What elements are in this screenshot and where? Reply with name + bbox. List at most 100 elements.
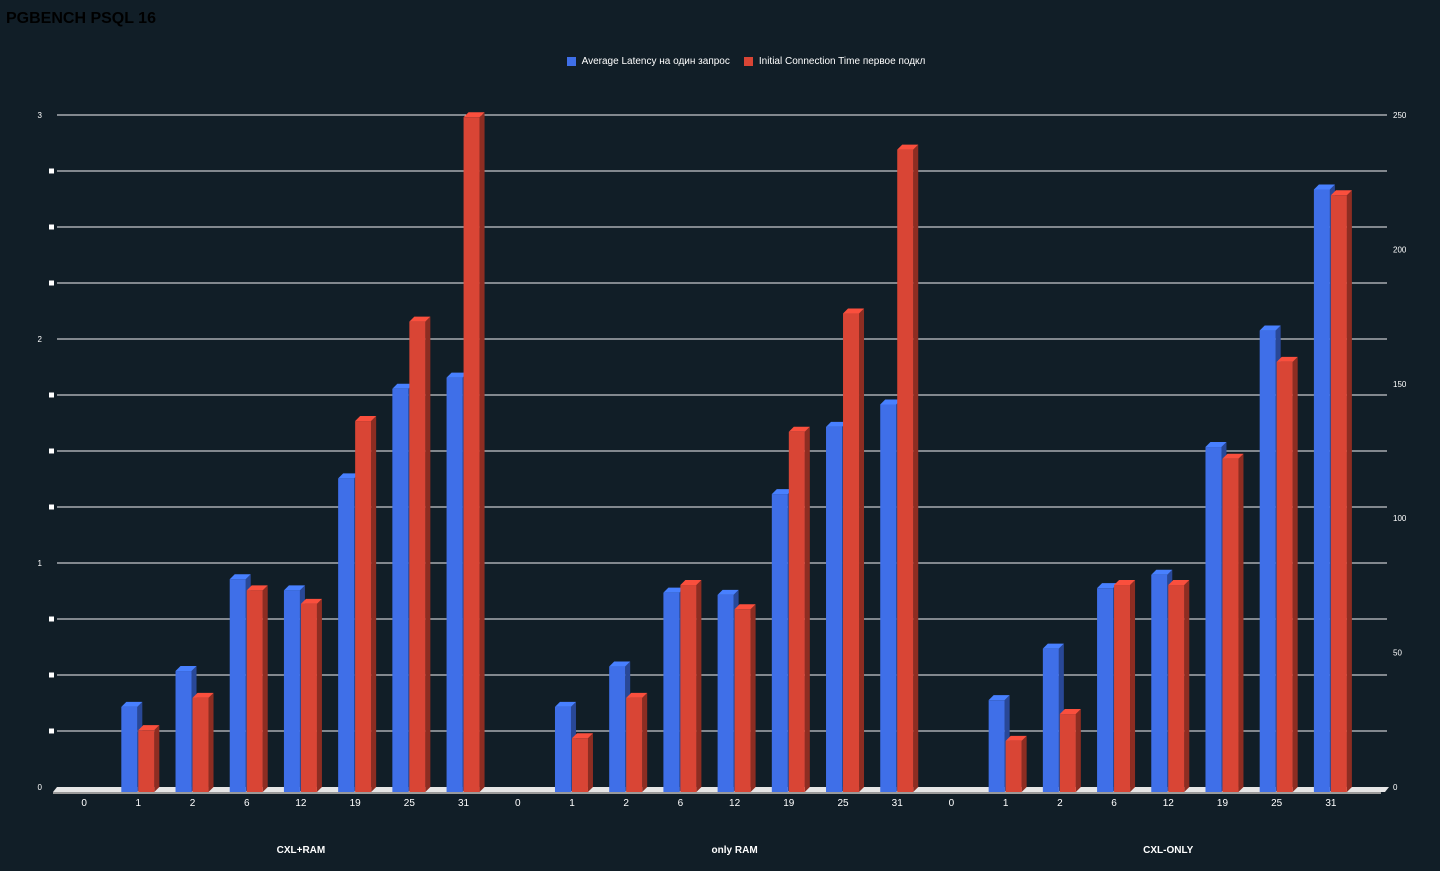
bar-connection-time-side: [1130, 580, 1136, 792]
bar-connection-time: [246, 590, 263, 792]
bar-latency: [771, 494, 788, 792]
bar-connection-time: [409, 321, 426, 792]
bar-latency-top: [283, 585, 305, 591]
left-axis-tick-label: 0: [38, 783, 43, 792]
right-axis-tick-label: 200: [1393, 245, 1407, 254]
bar-latency: [717, 594, 734, 792]
left-axis-minor-tick: [49, 504, 54, 510]
bar-connection-time: [300, 603, 317, 792]
bar-latency: [1042, 648, 1059, 792]
bar-connection-time-top: [680, 580, 702, 586]
right-axis-tick-label: 0: [1393, 783, 1398, 792]
bar-connection-time-side: [1292, 356, 1298, 792]
bar-connection-time-side: [913, 144, 919, 792]
bar-connection-time-side: [696, 580, 702, 792]
x-tick-label: 19: [350, 798, 362, 809]
x-tick-label: 12: [729, 798, 741, 809]
bar-latency-top: [554, 701, 576, 707]
chart-title: PGBENCH PSQL 16: [6, 10, 156, 27]
left-axis-minor-tick: [49, 672, 54, 678]
x-tick-label: 19: [1217, 798, 1229, 809]
right-axis-tick-label: 50: [1393, 649, 1402, 658]
bar-connection-time: [734, 609, 751, 792]
bar-latency: [1151, 574, 1168, 792]
bar-latency-top: [1151, 569, 1173, 575]
bar-connection-time-side: [262, 585, 268, 792]
left-axis-tick-label: 3: [38, 111, 43, 120]
bar-connection-time-top: [246, 585, 268, 591]
bar-connection-time: [1168, 585, 1185, 792]
bar-connection-time-top: [734, 604, 756, 610]
bar-latency-top: [826, 421, 848, 427]
bar-connection-time: [138, 730, 155, 792]
bar-latency: [880, 404, 897, 792]
bar-connection-time: [1005, 740, 1022, 792]
bar-connection-time: [355, 421, 372, 792]
bar-latency: [392, 388, 409, 792]
bar-latency-top: [1313, 184, 1335, 190]
right-axis-tick-label: 150: [1393, 380, 1407, 389]
bar-latency-top: [771, 489, 793, 495]
left-axis-minor-tick: [49, 280, 54, 286]
bar-connection-time: [1059, 714, 1076, 792]
bar-connection-time: [1222, 458, 1239, 792]
bar-latency: [229, 579, 246, 792]
x-tick-label: 1: [136, 798, 142, 809]
x-tick-label: 0: [949, 798, 955, 809]
legend-item-connection-time: Initial Connection Time первое подкл: [743, 56, 925, 67]
bar-connection-time-top: [1168, 580, 1190, 586]
bar-connection-time-side: [479, 112, 485, 792]
bar-latency: [446, 377, 463, 792]
bar-latency-top: [880, 399, 902, 405]
bar-connection-time-top: [409, 316, 431, 322]
left-axis-minor-tick: [49, 392, 54, 398]
bar-latency: [1205, 447, 1222, 792]
chart-floor-edge: [53, 792, 1381, 794]
bar-connection-time-side: [154, 725, 160, 792]
left-axis-minor-tick: [49, 616, 54, 622]
bar-connection-time-side: [587, 733, 593, 792]
bar-latency-top: [121, 701, 143, 707]
bar-connection-time-side: [642, 692, 648, 792]
bar-connection-time-side: [750, 604, 756, 792]
x-tick-label: 6: [244, 798, 250, 809]
bar-latency-top: [446, 372, 468, 378]
legend-label-latency: Average Latency на один запрос: [581, 56, 730, 67]
bar-latency-top: [1259, 325, 1281, 331]
bar-latency-top: [1205, 442, 1227, 448]
bar-connection-time-top: [1005, 735, 1027, 741]
bar-connection-time-side: [804, 426, 810, 792]
bar-latency-top: [609, 661, 631, 667]
bar-connection-time: [1330, 195, 1347, 792]
bar-connection-time-top: [897, 144, 919, 150]
left-axis-tick-label: 2: [38, 335, 43, 344]
left-axis-tick-label: 1: [38, 559, 43, 568]
bar-connection-time-side: [1075, 709, 1081, 792]
bar-connection-time-side: [316, 598, 322, 792]
bar-latency-top: [988, 695, 1010, 701]
bar-connection-time: [463, 117, 480, 792]
left-axis-minor-tick: [49, 224, 54, 230]
bar-connection-time-top: [138, 725, 160, 731]
bar-connection-time: [843, 313, 860, 792]
bar-latency-top: [1042, 643, 1064, 649]
legend-item-latency: Average Latency на один запрос: [566, 56, 730, 67]
x-tick-label: 31: [892, 798, 904, 809]
x-tick-label: 25: [837, 798, 849, 809]
x-tick-label: 6: [1111, 798, 1117, 809]
bar-connection-time-top: [355, 416, 377, 422]
x-tick-label: 25: [1271, 798, 1283, 809]
legend-swatch-connection-time: [743, 57, 753, 66]
bar-connection-time: [897, 149, 914, 792]
group-label: CXL+RAM: [277, 845, 326, 856]
bar-connection-time: [1276, 361, 1293, 792]
bar-latency: [554, 706, 571, 792]
bar-connection-time: [192, 697, 209, 792]
bar-latency: [826, 426, 843, 792]
bar-connection-time-side: [425, 316, 431, 792]
bar-connection-time-side: [859, 308, 865, 792]
bar-connection-time-top: [843, 308, 865, 314]
right-axis-tick-label: 250: [1393, 111, 1407, 120]
bar-connection-time-top: [1222, 453, 1244, 459]
